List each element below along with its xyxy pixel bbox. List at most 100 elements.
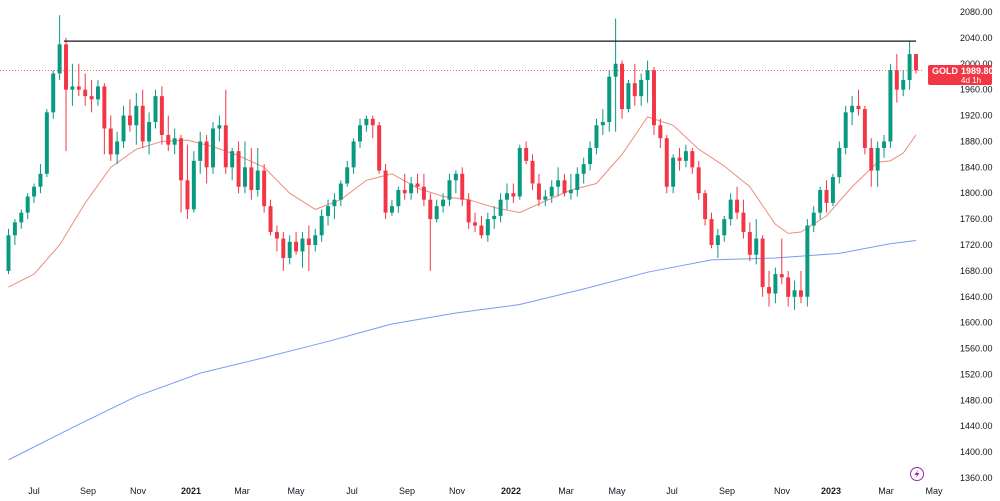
candle-body [249,167,254,190]
y-tick-label: 1360.00 [960,473,993,483]
candle-body [409,183,414,194]
candle-body [485,219,490,236]
y-tick-label: 1440.00 [960,421,993,431]
candle-body [313,235,318,245]
candle-body [626,83,631,110]
x-tick-label: Mar [878,486,894,496]
candle-body [83,89,88,97]
candle-body [568,189,573,194]
candle-body [185,180,190,210]
candle-body [901,79,906,90]
candle-body [12,222,17,236]
y-tick-label: 1480.00 [960,395,993,405]
x-tick-label: Nov [449,486,466,496]
candle-body [728,199,733,220]
candle-body [287,241,292,258]
candle-body [818,189,823,213]
candle-body [51,73,56,113]
candle-body [57,44,62,74]
candle-body [798,290,803,297]
candle-body [888,70,893,142]
candle-body [402,189,407,194]
candle-body [492,215,497,220]
x-tick-label: May [287,486,305,496]
candle-body [850,105,855,113]
price-badge-bg [928,65,992,85]
candle-body [198,141,203,161]
y-tick-label: 1520.00 [960,369,993,379]
candle-body [651,70,656,126]
x-tick-label: Jul [28,486,40,496]
candle-body [856,105,861,110]
candle-body [536,183,541,200]
candle-body [306,238,311,245]
candle-body [549,186,554,197]
candle-body [556,180,561,187]
candle-body [511,193,516,197]
candle-body [44,112,49,174]
candle-body [453,173,458,181]
y-tick-label: 1880.00 [960,136,993,146]
candle-body [108,128,113,155]
y-tick-label: 1960.00 [960,85,993,95]
candle-body [326,206,331,216]
candle-body [179,138,184,181]
candle-body [358,125,362,142]
candle-body [281,238,286,258]
candle-body [166,134,171,145]
x-axis: Jul Sep Nov 2021 Mar May Jul Sep Nov 2022 Mar May Ju… [28,486,943,496]
candle-body [754,238,759,255]
candle-body [824,189,829,203]
candle-body [473,222,478,226]
candle-body [38,173,43,187]
y-tick-label: 1640.00 [960,292,993,302]
candle-body [664,138,669,187]
candle-body [389,206,394,213]
candle-body [268,206,273,233]
x-tick-label: May [608,486,626,496]
x-tick-label: Mar [234,486,250,496]
candle-body [479,225,484,236]
candle-body [332,199,337,207]
candle-body [581,164,586,174]
candle-body [779,274,784,278]
candle-body [274,232,279,239]
candle-body [19,212,24,223]
y-tick-label: 1800.00 [960,188,993,198]
candle-body [600,122,605,126]
candle-body [191,160,196,210]
candle-body [338,183,343,200]
candle-body [6,235,11,271]
candle-body [421,186,426,200]
candle-body [370,118,375,126]
candle-body [76,86,81,90]
candle-body [127,115,132,126]
candle-body [383,170,388,213]
candle-body [869,147,874,171]
candle-body [351,141,356,168]
candle-body [767,287,771,294]
candle-body [562,180,567,194]
candle-body [862,109,867,148]
candle-body [364,118,369,126]
candle-body [25,196,30,213]
candle-body [255,170,260,190]
countdown-label: 4d 1h [961,76,981,85]
candle-body [639,79,644,97]
candle-body [805,225,810,297]
candle-body [153,96,158,123]
candle-body [89,96,94,100]
x-tick-label: 2023 [821,486,841,496]
y-tick-label: 2040.00 [960,33,993,43]
candle-body [517,147,522,197]
candle-body [466,199,471,223]
lightning-icon[interactable] [910,467,924,481]
symbol-label: GOLD [932,66,958,76]
candle-body [696,167,701,194]
candle-body [211,128,215,168]
candle-body [760,238,765,288]
x-tick-label: Nov [774,486,791,496]
candle-body [677,157,682,161]
candle-body [460,173,465,200]
